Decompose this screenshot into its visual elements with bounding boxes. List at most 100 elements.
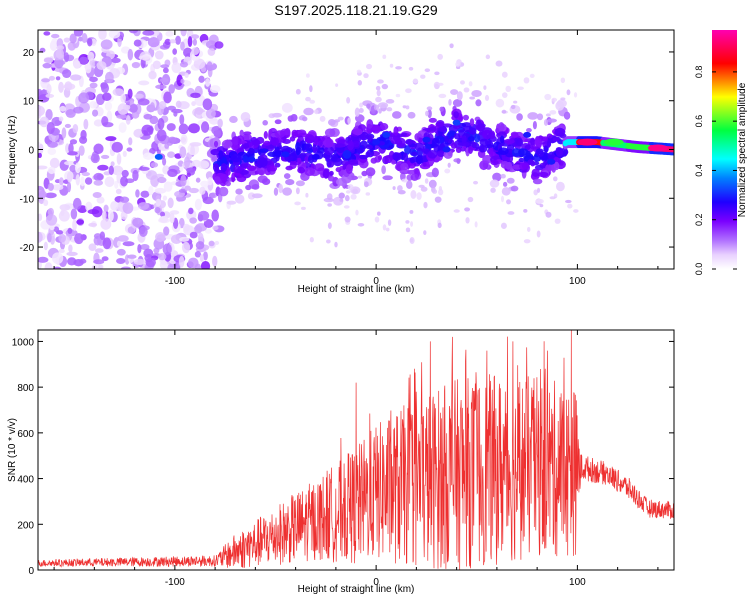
spectrogram-x-tick-label: -100 <box>165 276 185 287</box>
spectrogram-noise-blob <box>195 177 201 183</box>
spectrogram-faint-blob <box>420 186 428 192</box>
spectrogram-peak-spot <box>603 138 624 146</box>
spectrogram-noise-blob <box>127 48 134 61</box>
spectrogram-signal-blob <box>468 145 474 154</box>
spectrogram-signal-blob <box>421 148 430 154</box>
spectrogram-noise-blob <box>123 104 131 111</box>
chart-title: S197.2025.118.21.19.G29 <box>274 2 437 18</box>
spectrogram-signal-blob <box>443 150 453 159</box>
spectrogram-noise-blob <box>116 258 126 265</box>
spectrogram-faint-blob <box>460 80 465 85</box>
spectrogram-signal-blob <box>335 167 342 173</box>
spectrogram-faint-blob <box>501 109 507 114</box>
spectrogram-signal-blob <box>263 140 271 146</box>
spectrogram-noise-blob <box>180 174 187 187</box>
spectrogram-noise-blob <box>81 172 90 177</box>
spectrogram-noise-blob <box>190 92 201 99</box>
spectrogram-noise-blob <box>178 255 185 268</box>
spectrogram-y-tick-label: 20 <box>23 48 35 59</box>
spectrogram-signal-blob <box>272 112 282 118</box>
spectrogram-signal-blob <box>334 143 345 148</box>
spectrogram-noise-blob <box>67 257 77 266</box>
spectrogram-faint-blob <box>573 209 579 213</box>
spectrogram-signal-blob <box>285 178 295 186</box>
spectrogram-faint-blob <box>375 85 381 91</box>
colorbar: 0.0 0.2 0.4 0.6 0.8 Normalized spectral ampl… <box>694 30 748 275</box>
spectrogram-faint-blob <box>363 73 369 79</box>
spectrogram-signal-blob <box>475 119 482 130</box>
spectrogram-signal-blob <box>377 102 389 109</box>
spectrogram-heat-layer <box>38 30 674 269</box>
spectrogram-noise-blob <box>206 61 213 72</box>
spectrogram-signal-blob <box>453 133 461 140</box>
spectrogram-signal-blob <box>471 141 477 149</box>
spectrogram-signal-blob <box>410 190 417 199</box>
spectrogram-faint-blob <box>500 173 506 179</box>
spectrogram-noise-blob <box>128 137 133 146</box>
spectrogram-noise-blob <box>127 88 133 99</box>
spectrogram-noise-blob <box>93 259 105 265</box>
spectrogram-faint-blob <box>352 188 359 194</box>
spectrogram-noise-blob <box>188 123 200 134</box>
spectrogram-faint-blob <box>347 184 354 191</box>
spectrogram-noise-blob <box>119 196 130 203</box>
spectrogram-faint-blob <box>513 100 518 104</box>
spectrogram-signal-blob <box>259 148 269 153</box>
spectrogram-faint-blob <box>453 209 460 213</box>
spectrogram-signal-blob <box>235 188 243 195</box>
spectrogram-noise-blob <box>74 233 84 245</box>
spectrogram-faint-blob <box>434 196 442 203</box>
spectrogram-noise-blob <box>38 256 49 263</box>
spectrogram-signal-blob <box>359 154 368 160</box>
spectrogram-faint-blob <box>437 82 444 86</box>
spectrogram-faint-blob <box>467 196 474 203</box>
spectrogram-signal-blob <box>274 130 286 138</box>
spectrogram-noise-blob <box>101 210 107 221</box>
spectrogram-noise-blob <box>212 225 219 231</box>
spectrogram-signal-blob <box>269 165 278 172</box>
spectrogram-noise-blob <box>47 141 58 148</box>
spectrogram-noise-blob <box>91 38 97 47</box>
spectrogram-faint-blob <box>387 219 392 226</box>
spectrogram-signal-blob <box>283 173 291 180</box>
spectrogram-noise-blob <box>43 241 48 251</box>
spectrogram-signal-blob <box>239 129 244 137</box>
spectrogram-noise-blob <box>169 39 177 44</box>
spectrogram-faint-blob <box>344 195 350 202</box>
spectrogram-noise-blob <box>80 176 85 187</box>
spectrogram-noise-blob <box>189 231 198 239</box>
spectrogram-noise-blob <box>75 174 80 186</box>
spectrogram-noise-blob <box>118 122 127 133</box>
spectrogram-noise-blob <box>96 174 104 181</box>
spectrogram-faint-blob <box>385 227 390 232</box>
spectrogram-faint-blob <box>438 188 444 196</box>
spectrogram-noise-blob <box>41 78 51 83</box>
spectrogram-noise-blob <box>155 231 166 242</box>
spectrogram-noise-blob <box>120 93 126 103</box>
spectrogram-noise-blob <box>155 198 161 207</box>
spectrogram-signal-blob <box>428 117 437 123</box>
spectrogram-faint-blob <box>536 187 541 193</box>
spectrogram-x-tick-label: 0 <box>373 276 379 287</box>
spectrogram-signal-blob <box>459 114 464 122</box>
spectrogram-faint-blob <box>397 185 403 192</box>
spectrogram-noise-blob <box>205 40 217 49</box>
spectrogram-noise-blob <box>51 184 64 191</box>
spectrogram-faint-blob <box>545 113 551 117</box>
spectrogram-signal-blob <box>221 139 233 149</box>
spectrogram-noise-blob <box>195 241 205 250</box>
spectrogram-faint-blob <box>510 104 516 110</box>
spectrogram-signal-blob <box>535 198 544 204</box>
spectrogram-noise-blob <box>190 34 200 39</box>
spectrogram-signal-blob <box>257 157 268 168</box>
spectrogram-noise-blob <box>200 260 211 269</box>
colorbar-tick-label: 0.4 <box>694 164 704 177</box>
spectrogram-signal-blob <box>225 180 231 187</box>
spectrogram-noise-blob <box>152 60 161 70</box>
spectrogram-signal-blob <box>438 126 447 132</box>
spectrogram-faint-blob <box>305 96 311 102</box>
spectrogram-noise-blob <box>70 74 82 81</box>
spectrogram-noise-blob <box>89 101 98 109</box>
spectrogram-faint-blob <box>356 69 362 74</box>
spectrogram-noise-blob <box>138 80 150 86</box>
